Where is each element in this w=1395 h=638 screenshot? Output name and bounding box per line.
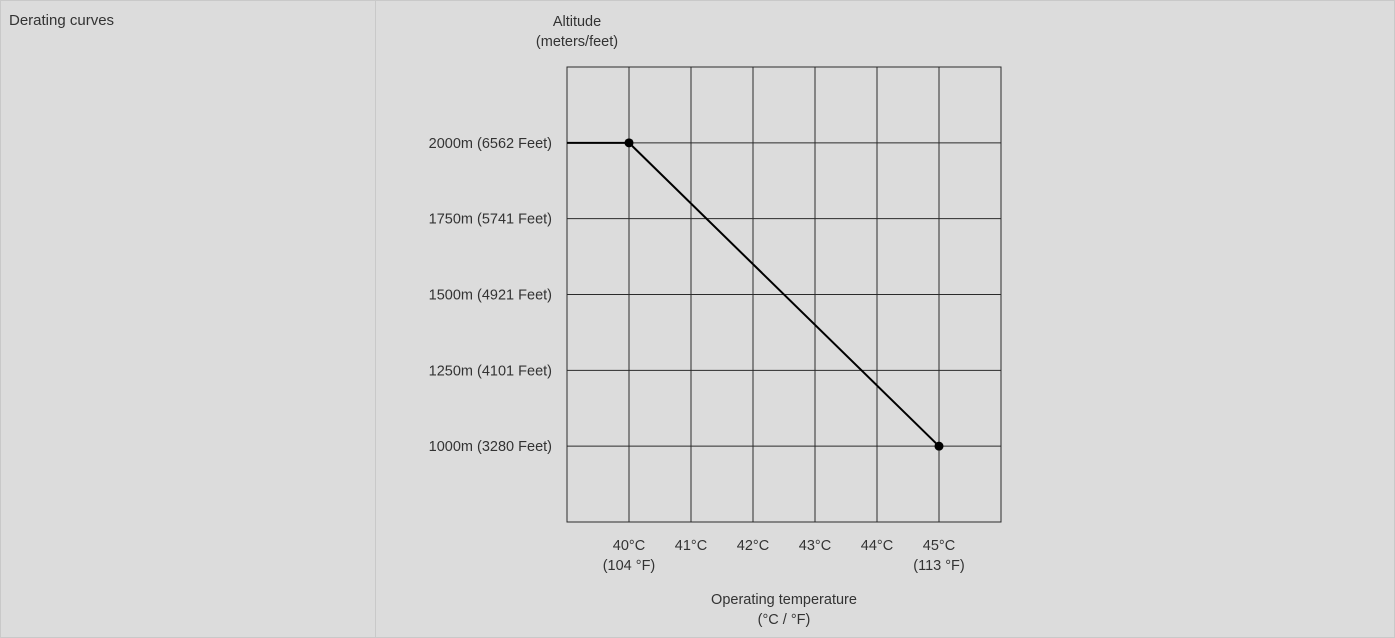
x-tick-label-0: 40°C — [613, 538, 645, 554]
derating-chart: 2000m (6562 Feet) 1750m (5741 Feet) 1500m … — [429, 14, 1002, 628]
x-tick-label-4: 44°C — [861, 538, 893, 554]
series — [567, 138, 944, 451]
x-axis-title-line-1: (°C / °F) — [758, 612, 811, 628]
y-tick-label-1: 1750m (5741 Feet) — [429, 212, 552, 228]
x-axis-title-line-0: Operating temperature — [711, 592, 857, 608]
y-tick-label-2: 1500m (4921 Feet) — [429, 288, 552, 304]
row-label: Derating curves — [9, 12, 115, 29]
data-point-0-2 — [934, 441, 944, 451]
data-point-0-1 — [624, 138, 634, 148]
x-tick-sublabel-5: (113 °F) — [913, 558, 964, 574]
y-axis-title-line-1: (meters/feet) — [536, 34, 618, 50]
x-tick-sublabel-0: (104 °F) — [603, 558, 656, 574]
chart-cell: 2000m (6562 Feet) 1750m (5741 Feet) 1500m … — [377, 1, 1394, 637]
y-tick-label-4: 1000m (3280 Feet) — [429, 439, 552, 455]
label-cell: Derating curves — [1, 1, 376, 637]
x-tick-label-3: 43°C — [799, 538, 831, 554]
y-tick-label-0: 2000m (6562 Feet) — [429, 136, 552, 152]
y-axis-title-line-0: Altitude — [553, 14, 601, 30]
x-tick-label-2: 42°C — [737, 538, 769, 554]
x-tick-label-5: 45°C — [923, 538, 955, 554]
y-tick-label-3: 1250m (4101 Feet) — [429, 363, 552, 379]
labels: 2000m (6562 Feet) 1750m (5741 Feet) 1500m … — [429, 14, 965, 628]
x-tick-label-1: 41°C — [675, 538, 707, 554]
